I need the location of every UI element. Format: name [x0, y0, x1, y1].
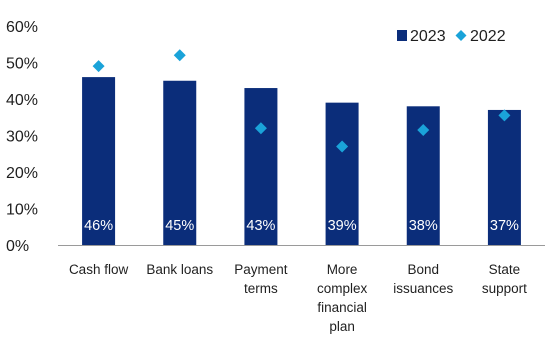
- marker-2022: [336, 140, 349, 153]
- marker-2022: [92, 60, 105, 73]
- x-tick-label: Cash flow: [69, 262, 129, 277]
- bar-data-labels: 46% 45% 43% 39% 38% 37%: [84, 218, 519, 234]
- x-tick-label: State support: [482, 262, 527, 296]
- y-tick-label: 40%: [6, 92, 38, 109]
- legend: 2023 2022: [397, 28, 506, 45]
- bar-data-label: 39%: [328, 218, 357, 234]
- bar-data-label: 37%: [490, 218, 519, 234]
- marker-2022: [498, 109, 511, 122]
- bar-series-2023: [82, 77, 521, 246]
- bar: [163, 80, 197, 245]
- x-axis: Cash flow Bank loans Payment terms More compl…: [69, 262, 527, 334]
- bar: [82, 77, 116, 245]
- y-tick-label: 50%: [6, 56, 38, 73]
- legend-swatch-2023: [397, 30, 407, 41]
- y-tick-label: 60%: [6, 19, 38, 36]
- bar-data-label: 46%: [84, 218, 113, 234]
- legend-swatch-2022: [455, 30, 467, 41]
- bar-data-label: 45%: [165, 218, 194, 234]
- bar: [487, 109, 521, 245]
- marker-series-2022: [92, 49, 511, 153]
- legend-label-2022: 2022: [470, 28, 506, 45]
- bar-data-label: 38%: [409, 218, 438, 234]
- y-tick-label: 30%: [6, 129, 38, 146]
- x-tick-label: More complex financial plan: [317, 262, 368, 334]
- x-tick-label: Payment terms: [234, 262, 288, 296]
- x-tick-label: Bank loans: [146, 262, 213, 277]
- bar-data-label: 43%: [246, 218, 275, 234]
- bar: [244, 88, 278, 245]
- marker-2022: [173, 49, 186, 62]
- legend-label-2023: 2023: [410, 28, 446, 45]
- y-tick-label: 0%: [6, 238, 29, 255]
- marker-2022: [417, 124, 430, 137]
- y-tick-label: 20%: [6, 165, 38, 182]
- y-tick-label: 10%: [6, 202, 38, 219]
- marker-2022: [254, 122, 267, 135]
- y-axis: 0% 10% 20% 30% 40% 50% 60%: [6, 19, 38, 255]
- x-tick-label: Bond issuances: [393, 262, 453, 296]
- bar: [325, 102, 359, 246]
